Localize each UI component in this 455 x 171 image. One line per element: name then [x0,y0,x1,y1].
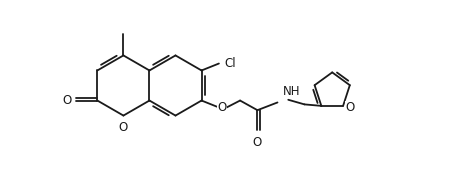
Text: O: O [253,136,262,149]
Text: O: O [217,101,227,114]
Text: O: O [119,121,128,134]
Text: O: O [62,94,71,107]
Text: Cl: Cl [224,57,236,70]
Text: O: O [345,101,354,114]
Text: NH: NH [283,85,300,98]
